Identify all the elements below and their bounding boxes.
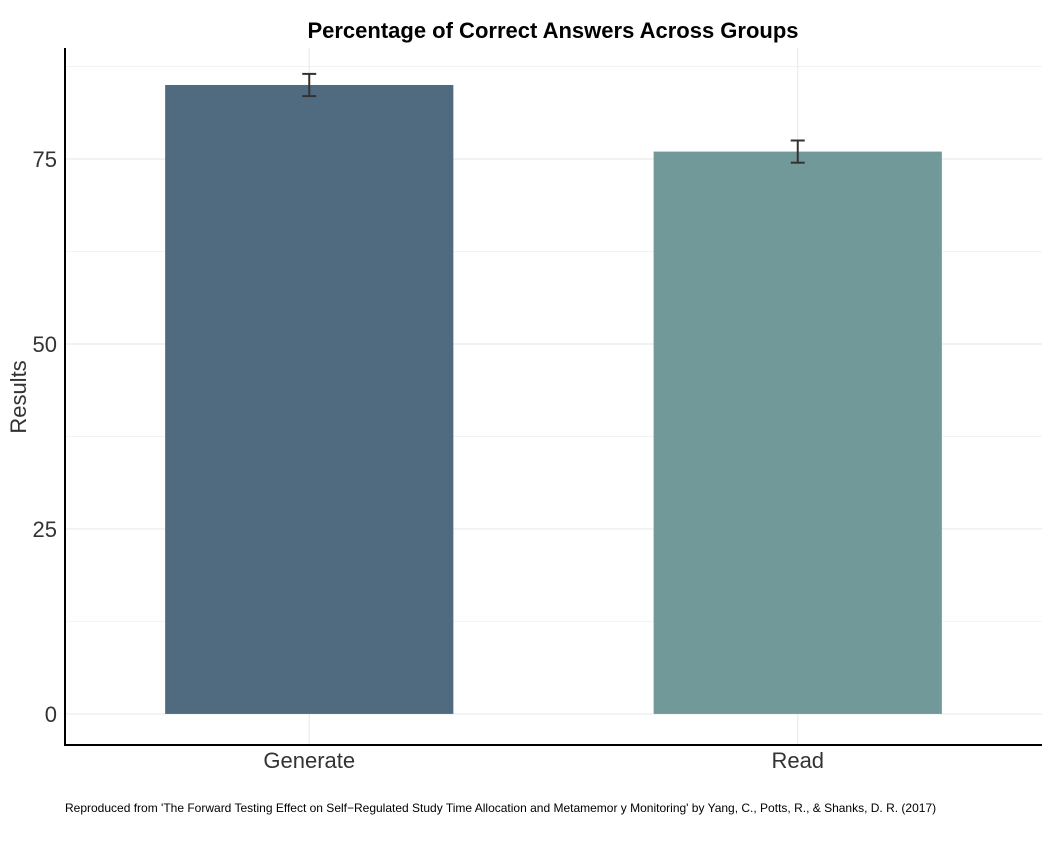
y-tick-label: 25 xyxy=(33,517,57,542)
y-tick-label: 50 xyxy=(33,332,57,357)
error-bars xyxy=(302,72,805,164)
source-caption: Reproduced from 'The Forward Testing Eff… xyxy=(65,801,936,815)
x-tick-label: Read xyxy=(771,748,824,773)
x-tick-labels: Generate Read xyxy=(263,748,824,773)
y-tick-label: 75 xyxy=(33,147,57,172)
bar-generate xyxy=(165,84,454,714)
y-tick-label: 0 xyxy=(45,702,57,727)
bar-read xyxy=(653,151,942,714)
chart-title: Percentage of Correct Answers Across Gro… xyxy=(307,18,798,43)
y-axis-title: Results xyxy=(6,360,31,433)
y-tick-labels: 0 25 50 75 xyxy=(33,147,57,727)
x-tick-label: Generate xyxy=(263,748,355,773)
bars xyxy=(165,84,942,714)
